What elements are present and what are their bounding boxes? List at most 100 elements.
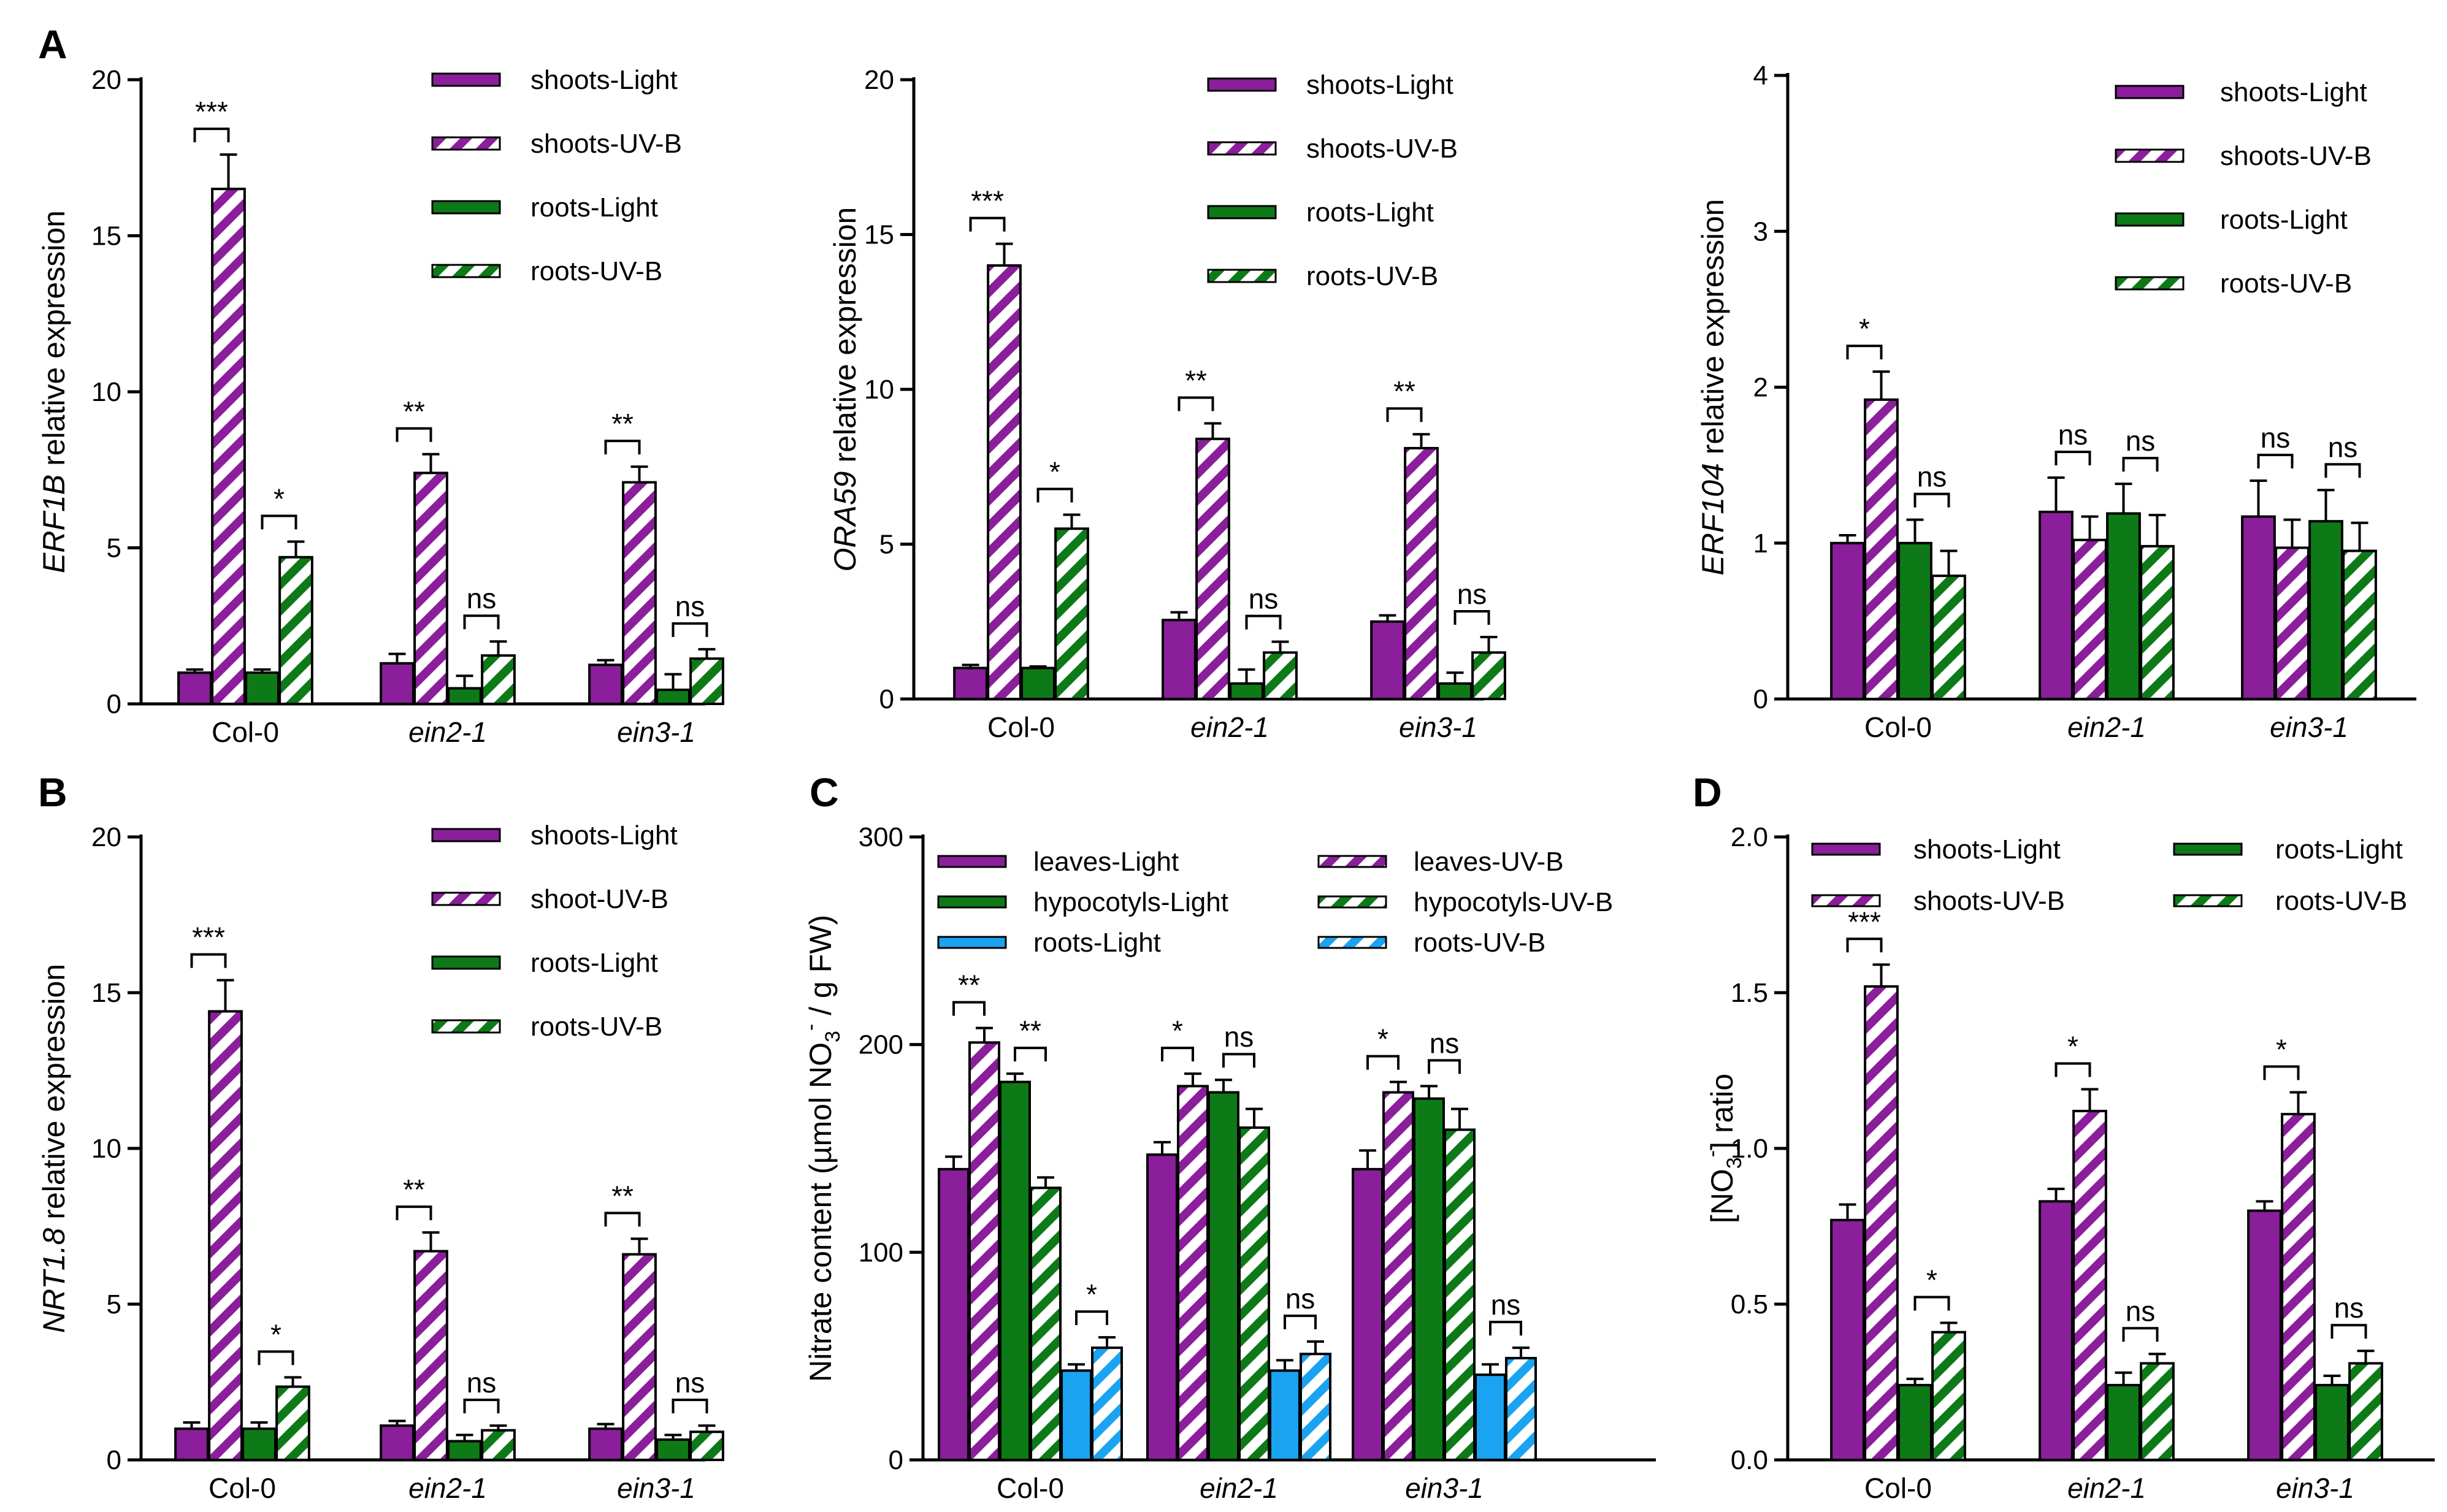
x-category-label: ein2-1	[2067, 711, 2146, 743]
legend-swatch	[431, 264, 501, 278]
bar-roots-uv-b	[1931, 1331, 1966, 1461]
bar-leaves-light	[1146, 1153, 1178, 1462]
significance-bracket	[261, 514, 297, 530]
bar-shoots-light	[380, 1424, 415, 1462]
significance-bracket	[1014, 1047, 1047, 1062]
y-tick-label: 15	[91, 978, 121, 1008]
significance-label: ***	[971, 185, 1004, 217]
y-tick-label: 1.0	[1731, 1134, 1768, 1164]
significance-bracket	[2054, 1062, 2091, 1077]
significance-label: *	[1377, 1023, 1388, 1055]
significance-label: **	[1185, 365, 1207, 397]
y-tick-label: 0.0	[1731, 1445, 1768, 1475]
y-tick-label: 20	[91, 65, 121, 95]
bar-leaves-light	[938, 1167, 970, 1462]
x-category-label: Col-0	[209, 1472, 276, 1504]
bar-shoots-light	[2039, 510, 2074, 701]
bar-leaves-uv-b	[968, 1041, 1000, 1461]
significance-bracket	[1913, 492, 1950, 508]
legend-label: leaves-UV-B	[1414, 847, 1564, 877]
significance-label: ns	[1430, 1027, 1460, 1059]
significance-bracket	[604, 440, 641, 455]
bar-roots-uv-b	[2140, 1362, 2175, 1462]
legend-label: shoots-Light	[1306, 70, 1453, 100]
bar-leaves-light	[1352, 1167, 1384, 1462]
bar-roots-uv-b	[2342, 549, 2377, 701]
significance-label: *	[1049, 456, 1060, 488]
significance-bracket	[952, 1001, 986, 1016]
legend-swatch	[1207, 205, 1277, 220]
significance-bracket	[2263, 1065, 2300, 1080]
y-tick-label: 20	[864, 65, 894, 95]
significance-bracket	[2330, 1324, 2367, 1339]
bar-shoots-uv-b	[2281, 1113, 2316, 1461]
significance-bracket	[463, 614, 500, 630]
chart-panel-d: D0.00.51.01.52.0[NO3-] ratioCol-0****ein…	[1693, 769, 2435, 1504]
x-category-label: ein3-1	[1399, 711, 1477, 743]
x-category-label: ein3-1	[2276, 1472, 2354, 1504]
legend-label: shoots-UV-B	[1913, 886, 2065, 916]
y-tick-label: 0	[1753, 684, 1768, 714]
bar-shoots-light	[380, 662, 415, 705]
significance-bracket	[1428, 1059, 1461, 1074]
bar-shoots-light	[953, 666, 988, 700]
legend-swatch	[431, 955, 501, 970]
legend-label: hypocotyls-UV-B	[1414, 887, 1613, 917]
bar-shoots-uv-b	[1195, 437, 1230, 700]
significance-label: ns	[1249, 583, 1279, 615]
significance-bracket	[1284, 1314, 1317, 1329]
significance-bracket	[463, 1399, 500, 1414]
significance-bracket	[258, 1350, 294, 1365]
bar-roots-light	[447, 687, 482, 706]
significance-label: *	[1926, 1264, 1937, 1296]
bar-roots-light	[656, 1438, 691, 1461]
y-tick-label: 10	[91, 1134, 121, 1164]
bar-shoot-uv-b	[622, 1253, 657, 1461]
x-category-label: ein3-1	[617, 716, 695, 748]
bar-shoots-light	[2039, 1200, 2074, 1461]
bar-roots-uv-b	[1931, 575, 1966, 701]
chart-panel-b: B 0 5 10 15 20 NRT1.8 relative expression Col-0…	[37, 769, 724, 1504]
bar-hypocotyls-uv-b	[1030, 1186, 1062, 1461]
legend-label: shoot-UV-B	[530, 884, 668, 914]
significance-label: ns	[467, 1367, 497, 1399]
panel-letter: C	[810, 769, 839, 815]
y-tick-label: 200	[859, 1030, 903, 1060]
bar-shoots-uv-b	[2072, 538, 2107, 700]
significance-bracket	[1222, 1053, 1255, 1068]
significance-bracket	[1036, 487, 1073, 503]
legend-swatch	[2173, 894, 2243, 907]
legend-swatch	[2115, 148, 2185, 163]
y-tick-label: 0	[107, 1445, 121, 1475]
y-tick-label: 15	[864, 220, 894, 250]
bar-roots-light	[656, 689, 691, 705]
legend-label: hypocotyls-Light	[1033, 887, 1228, 917]
legend: leaves-Light hypocotyls-Light roots-Light l…	[937, 847, 1613, 958]
bar-shoot-uv-b	[208, 1010, 243, 1461]
significance-label: ns	[1491, 1289, 1521, 1321]
x-category-label: ein2-1	[1190, 711, 1269, 743]
legend-swatch	[937, 855, 1007, 868]
significance-label: **	[611, 1180, 634, 1212]
significance-bracket	[2122, 457, 2159, 472]
bar-roots-uv-b	[481, 1429, 516, 1461]
significance-label: *	[1172, 1015, 1183, 1047]
significance-label: *	[2067, 1030, 2078, 1062]
significance-label: *	[270, 1318, 281, 1350]
significance-bracket	[1386, 407, 1423, 422]
y-tick-label: 15	[91, 221, 121, 251]
significance-label: ns	[675, 590, 705, 622]
bar-roots-light	[1021, 666, 1055, 700]
y-tick-label: 5	[107, 1289, 121, 1319]
x-category-label: Col-0	[997, 1472, 1064, 1504]
y-tick-label: 2.0	[1731, 822, 1768, 852]
bar-shoots-uv-b	[2275, 546, 2310, 700]
bar-shoots-uv-b	[1864, 398, 1899, 701]
legend-label: shoots-Light	[530, 65, 678, 95]
legend-label: leaves-Light	[1033, 847, 1179, 877]
bar-roots-uv-b	[1505, 1357, 1537, 1461]
bar-roots-uv-b	[1471, 651, 1506, 700]
bar-roots-uv-b	[1263, 651, 1298, 700]
significance-bracket	[193, 128, 230, 143]
